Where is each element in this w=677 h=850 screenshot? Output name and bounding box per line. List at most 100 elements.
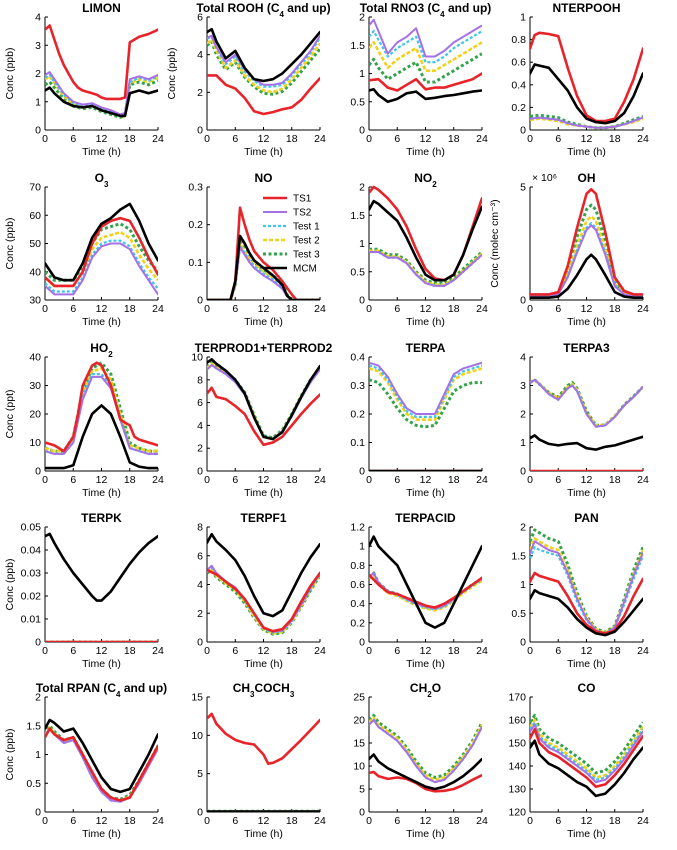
x-tick-label: 0 xyxy=(42,815,48,827)
x-axis-label: Time (h) xyxy=(82,828,121,840)
x-tick-label: 0 xyxy=(527,303,533,315)
y-tick-label: 2 xyxy=(520,522,526,534)
x-tick-label: 0 xyxy=(527,815,533,827)
y-tick-label: 30 xyxy=(29,380,41,392)
y-tick-label: 20 xyxy=(29,409,41,421)
y-axis-label: Conc (ppb) xyxy=(4,559,16,611)
y-tick-label: 2 xyxy=(359,182,365,194)
chart-title: O3 xyxy=(95,171,109,189)
series-line-mcm xyxy=(369,535,482,629)
x-tick-label: 24 xyxy=(476,815,488,827)
x-axis-label: Time (h) xyxy=(567,146,606,158)
x-tick-label: 18 xyxy=(609,303,621,315)
y-tick-label: 0 xyxy=(197,807,203,819)
x-tick-label: 6 xyxy=(555,645,561,657)
y-tick-label: 10 xyxy=(29,437,41,449)
y-tick-label: 0 xyxy=(197,295,203,307)
series-line-ts1 xyxy=(45,24,158,101)
y-axis-label: Conc (ppb) xyxy=(166,48,178,100)
x-tick-label: 18 xyxy=(124,303,136,315)
x-tick-label: 12 xyxy=(96,474,108,486)
x-tick-label: 6 xyxy=(70,815,76,827)
y-tick-label: 0 xyxy=(359,295,365,307)
x-tick-label: 6 xyxy=(70,303,76,315)
chart-title: NTERPOOH xyxy=(552,1,620,15)
x-tick-label: 18 xyxy=(286,815,298,827)
legend-label: Test 2 xyxy=(293,236,320,247)
x-tick-label: 0 xyxy=(204,303,210,315)
x-tick-label: 0 xyxy=(366,474,372,486)
x-tick-label: 24 xyxy=(152,474,164,486)
series-line-test-2 xyxy=(207,38,320,94)
x-tick-label: 12 xyxy=(258,815,270,827)
x-tick-label: 0 xyxy=(366,815,372,827)
legend-label: Test 3 xyxy=(293,250,320,261)
x-axis-label: Time (h) xyxy=(82,487,121,499)
chart-title: HO2 xyxy=(90,341,113,359)
series-line-ts2 xyxy=(45,242,158,296)
series-line-ts2 xyxy=(45,375,158,455)
chart-panel: CH2O 0 5 10 15 20 25 0 6 12 18 24 Time (h) xyxy=(353,681,488,840)
x-tick-label: 18 xyxy=(124,645,136,657)
series-line-test-2 xyxy=(530,718,643,779)
chart-title: TERPA3 xyxy=(563,341,610,355)
x-tick-label: 24 xyxy=(152,303,164,315)
series-line-test-3 xyxy=(207,40,320,96)
series-line-ts2 xyxy=(369,361,482,415)
series-group xyxy=(369,713,482,793)
series-group xyxy=(207,532,320,636)
series-line-mcm xyxy=(369,199,482,282)
y-tick-label: 4 xyxy=(197,420,203,432)
chart-panel: PAN 0 0.5 1 1.5 2 0 6 12 18 24 Time (h) xyxy=(511,511,649,670)
y-tick-label: 1 xyxy=(35,96,41,108)
y-tick-label: 1 xyxy=(520,12,526,24)
x-tick-label: 12 xyxy=(258,474,270,486)
x-axis-label: Time (h) xyxy=(406,146,445,158)
x-axis-label: Time (h) xyxy=(567,658,606,670)
x-tick-label: 24 xyxy=(314,474,326,486)
chart-title: Total RPAN (C4 and up) xyxy=(36,681,167,699)
x-tick-label: 18 xyxy=(286,133,298,145)
series-line-test-2 xyxy=(369,41,482,72)
y-tick-label: 0 xyxy=(197,637,203,649)
x-tick-label: 12 xyxy=(96,815,108,827)
series-line-mcm xyxy=(530,739,643,798)
x-tick-label: 12 xyxy=(420,303,432,315)
y-tick-label: 8 xyxy=(197,374,203,386)
y-tick-label: 6 xyxy=(197,12,203,24)
series-group xyxy=(530,31,643,130)
y-tick-label: 0.2 xyxy=(511,102,526,114)
series-line-test-1 xyxy=(369,30,482,64)
y-tick-label: 130 xyxy=(508,784,526,796)
y-tick-label: 1.5 xyxy=(350,40,365,52)
series-line-test-3 xyxy=(369,52,482,84)
series-line-test-3 xyxy=(45,79,158,119)
series-line-ts1 xyxy=(530,727,643,788)
y-tick-label: 10 xyxy=(353,761,365,773)
series-line-ts1 xyxy=(207,74,320,116)
x-axis-label: Time (h) xyxy=(244,828,283,840)
x-tick-label: 12 xyxy=(581,303,593,315)
series-group xyxy=(207,358,320,447)
x-tick-label: 18 xyxy=(609,645,621,657)
x-tick-label: 24 xyxy=(637,815,649,827)
y-tick-label: 0.4 xyxy=(350,598,365,610)
x-axis-label: Time (h) xyxy=(244,146,283,158)
series-line-mcm xyxy=(207,27,320,83)
y-tick-label: 6 xyxy=(197,550,203,562)
series-group xyxy=(207,27,320,116)
series-group xyxy=(45,202,158,296)
x-axis-label: Time (h) xyxy=(244,316,283,328)
series-group xyxy=(45,24,158,119)
y-tick-label: 0.5 xyxy=(350,266,365,278)
x-axis-label: Time (h) xyxy=(406,658,445,670)
x-axis-label: Time (h) xyxy=(244,658,283,670)
chart-title: TERPACID xyxy=(395,511,456,525)
y-tick-label: 0 xyxy=(35,125,41,137)
y-tick-label: 15 xyxy=(191,692,203,704)
y-tick-label: 1.5 xyxy=(350,210,365,222)
series-line-ts1 xyxy=(530,188,643,296)
x-tick-label: 6 xyxy=(394,474,400,486)
x-tick-label: 24 xyxy=(314,815,326,827)
